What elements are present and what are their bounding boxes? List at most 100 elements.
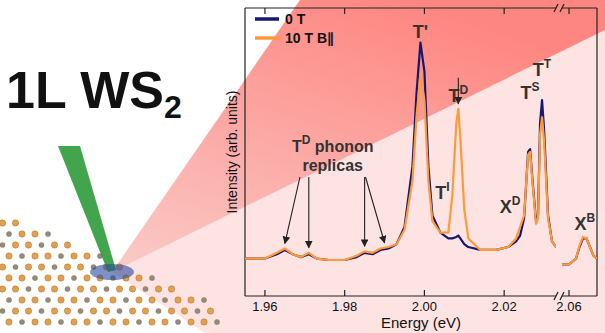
- lattice-atom: [64, 308, 70, 314]
- lattice-atom: [38, 286, 44, 292]
- beam-edge: [112, 0, 605, 272]
- lattice-atom: [58, 319, 63, 324]
- x-tick-label: 1.98: [332, 299, 357, 314]
- lattice-atom: [71, 319, 77, 325]
- lattice-atom: [129, 286, 135, 292]
- lattice-atom: [175, 297, 181, 303]
- annotation-sup: D: [512, 194, 521, 208]
- annotation-arrow: [364, 177, 365, 246]
- series-line: [245, 74, 556, 260]
- lattice-atom: [149, 275, 154, 280]
- lattice-atom: [19, 253, 24, 258]
- lattice-atom: [97, 297, 103, 303]
- x-tick-top: [424, 8, 425, 14]
- lattice-atom: [39, 308, 44, 313]
- lattice-atom: [149, 319, 155, 325]
- x-tick-label: 1.96: [252, 299, 277, 314]
- lattice-atom: [64, 242, 70, 248]
- graphic-title: 1L WS2: [6, 61, 182, 125]
- lattice-atom: [201, 297, 206, 302]
- x-tick: [264, 290, 265, 296]
- annotation-text: T: [292, 138, 302, 155]
- lattice-atom: [207, 308, 213, 314]
- lattice-atom: [129, 308, 135, 314]
- annotation-label: TT: [533, 57, 552, 80]
- x-axis: [245, 295, 556, 296]
- lattice-atom: [6, 297, 11, 302]
- graphic: 1L WS21.961.982.002.02Energy (eV)Intensi…: [0, 0, 605, 333]
- lattice-atom: [78, 308, 83, 313]
- x-tick: [568, 290, 569, 296]
- lattice-atom: [84, 275, 90, 281]
- lattice-atom: [149, 297, 155, 303]
- lattice-atom: [142, 308, 148, 314]
- legend-swatch: [255, 36, 279, 40]
- annotation-arrow: [458, 78, 459, 104]
- annotation-text: T: [533, 60, 544, 80]
- annotation-after: phonon: [310, 138, 373, 155]
- lattice-atom: [51, 242, 57, 248]
- lattice-atom: [110, 297, 116, 303]
- lattice-atom: [13, 264, 18, 269]
- axis-break: [554, 4, 558, 12]
- lattice-atom: [12, 308, 18, 314]
- x-tick-label: 2.06: [556, 299, 581, 314]
- beam-fan: [112, 0, 605, 333]
- lattice-atom: [45, 319, 51, 325]
- lattice-atom: [25, 264, 31, 270]
- lattice-atom: [136, 275, 142, 281]
- lattice-atom: [19, 297, 25, 303]
- annotation-text: X: [500, 197, 512, 217]
- lattice-atom: [6, 231, 11, 236]
- frame: [245, 8, 556, 296]
- x-tick-label: 2.02: [492, 299, 517, 314]
- annotation-label: XB: [574, 211, 595, 234]
- lattice-atom: [12, 286, 18, 292]
- annotation-sup: I: [446, 180, 449, 194]
- annotation: TT: [533, 57, 552, 80]
- frame: [562, 8, 597, 296]
- lattice-atom: [201, 319, 207, 325]
- lattice-atom: [156, 308, 161, 313]
- lattice-atom: [162, 297, 167, 302]
- annotation-label: TS: [521, 80, 540, 103]
- lattice-atom: [90, 308, 96, 314]
- lattice-atom: [12, 220, 18, 226]
- lattice-atom: [51, 308, 57, 314]
- lattice-atom: [195, 308, 200, 313]
- frame-top: [245, 7, 556, 8]
- lattice-atom: [168, 286, 174, 292]
- y-axis-title: Intensity (arb. units): [224, 91, 240, 214]
- lattice-atom: [77, 286, 83, 292]
- lattice-atom: [0, 308, 5, 313]
- lattice-atom: [45, 275, 51, 281]
- legend-label: 10 T B∥: [285, 30, 334, 46]
- lattice-atom: [110, 319, 116, 325]
- lattice-atom: [84, 253, 90, 259]
- lattice-atom: [58, 253, 63, 258]
- annotation-text: X: [574, 214, 586, 234]
- x-tick-top: [568, 8, 569, 14]
- lattice-atom: [84, 297, 89, 302]
- series-line: [562, 237, 597, 264]
- lattice-atom: [104, 286, 109, 291]
- lattice-atom: [32, 275, 37, 280]
- annotation-arrow: [285, 177, 300, 243]
- x-tick-label: 2.00: [412, 299, 437, 314]
- lattice-atom: [0, 242, 5, 247]
- lattice-atom: [136, 319, 141, 324]
- lattice-atom: [117, 308, 122, 313]
- x-tick-top: [264, 8, 265, 14]
- annotation-arrow: [308, 177, 309, 248]
- lattice-atom: [116, 286, 122, 292]
- lattice-atom: [65, 286, 70, 291]
- lattice-atom: [6, 319, 12, 325]
- lattice-atom: [58, 297, 64, 303]
- annotation-label: T': [413, 22, 428, 42]
- lattice-atom: [90, 286, 96, 292]
- legend-label: 0 T: [285, 11, 306, 27]
- lattice-atom: [0, 264, 6, 270]
- lattice-atom: [19, 319, 24, 324]
- lattice-atom: [51, 286, 57, 292]
- laser-spot: [90, 264, 134, 280]
